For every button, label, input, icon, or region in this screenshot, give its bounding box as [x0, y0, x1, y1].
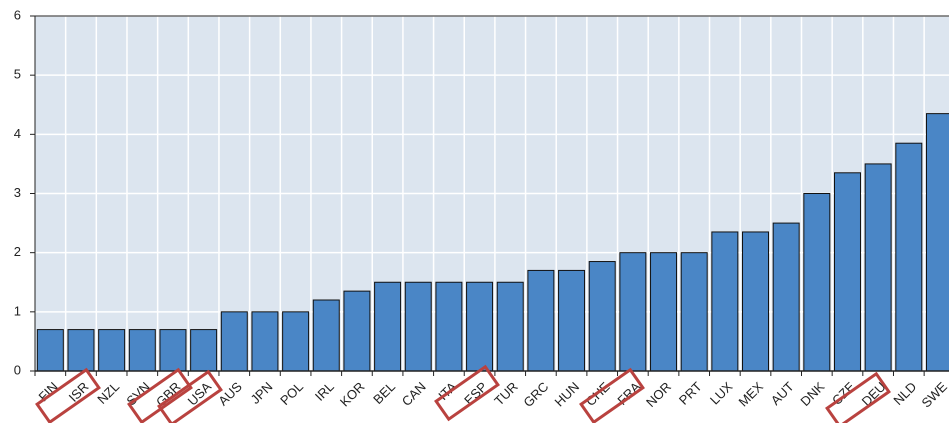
x-tick-label: BEL	[370, 379, 398, 407]
bar	[558, 269, 586, 372]
bar	[159, 329, 187, 372]
highlights	[35, 364, 891, 423]
x-tick-label: DNK	[797, 379, 827, 409]
y-tick-label: 4	[14, 126, 21, 141]
bar	[220, 311, 248, 372]
x-tick-label: NZL	[94, 379, 122, 407]
x-tick-label: KOR	[337, 379, 368, 410]
bar	[251, 311, 279, 372]
bar	[374, 281, 402, 372]
y-tick-label: 1	[14, 303, 21, 318]
x-tick-label: NOR	[643, 379, 674, 410]
x-tick-label: CAN	[399, 379, 429, 409]
bar	[128, 329, 156, 372]
y-tick-label: 5	[14, 67, 21, 82]
bar	[803, 193, 831, 372]
highlight-box	[157, 369, 223, 423]
bar	[619, 252, 647, 372]
x-tick-label: SWE	[918, 379, 949, 411]
bar	[98, 329, 126, 372]
highlight-box	[35, 367, 101, 423]
highlight-box	[825, 371, 891, 423]
bar	[772, 222, 800, 372]
bar	[496, 281, 524, 372]
bar	[925, 113, 949, 372]
bar	[435, 281, 463, 372]
y-tick-label: 3	[14, 185, 21, 200]
y-tick-label: 0	[14, 362, 21, 377]
bar	[312, 299, 340, 372]
highlight-box	[127, 367, 193, 423]
x-tick-label: GRC	[520, 379, 551, 410]
y-tick-label: 2	[14, 244, 21, 259]
bar	[404, 281, 432, 372]
bar	[680, 252, 708, 372]
highlight-box	[579, 367, 645, 423]
highlight-box	[434, 364, 500, 422]
bar	[650, 252, 678, 372]
x-tick-label: AUS	[215, 379, 245, 409]
x-tick-label: IRL	[312, 379, 337, 404]
x-tick-label: NLD	[890, 379, 919, 408]
bar	[711, 231, 739, 372]
x-tick-label: POL	[277, 379, 306, 408]
y-tick-label: 6	[14, 7, 21, 22]
bar	[466, 281, 494, 372]
bar	[343, 290, 371, 372]
bar	[67, 329, 95, 372]
bar	[895, 142, 923, 372]
bar	[36, 329, 64, 372]
bar	[588, 261, 616, 372]
x-tick-label: LUX	[707, 379, 736, 408]
bar	[282, 311, 310, 372]
x-tick-label: AUT	[768, 379, 797, 408]
bar	[864, 163, 892, 372]
x-tick-label: MEX	[736, 379, 767, 410]
x-tick-label: HUN	[552, 379, 583, 410]
x-tick-label: PRT	[676, 379, 705, 408]
bar	[833, 172, 861, 372]
bar	[527, 269, 555, 372]
x-tick-label: JPN	[248, 379, 276, 407]
bar	[742, 231, 770, 372]
bar	[190, 329, 218, 372]
